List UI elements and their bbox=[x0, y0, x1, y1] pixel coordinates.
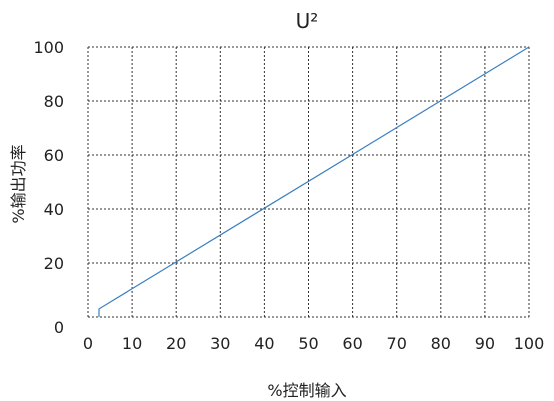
grid bbox=[87, 46, 530, 318]
x-tick-labels: 0 10 20 30 40 50 60 70 80 90 100 bbox=[83, 334, 544, 353]
x-tick-label: 20 bbox=[166, 334, 186, 353]
x-axis-label: %控制输入 bbox=[267, 381, 346, 400]
y-tick-label: 100 bbox=[33, 38, 64, 57]
x-tick-label: 40 bbox=[254, 334, 274, 353]
y-tick-label: 60 bbox=[44, 146, 64, 165]
chart-title: U² bbox=[296, 9, 319, 33]
y-tick-label: 0 bbox=[54, 318, 64, 337]
x-tick-label: 60 bbox=[342, 334, 362, 353]
y-tick-label: 40 bbox=[44, 200, 64, 219]
series-line bbox=[98, 46, 530, 317]
x-tick-label: 100 bbox=[514, 334, 545, 353]
x-tick-label: 50 bbox=[298, 334, 318, 353]
x-tick-label: 80 bbox=[431, 334, 451, 353]
x-tick-label: 70 bbox=[387, 334, 407, 353]
series-layer bbox=[98, 46, 530, 317]
x-tick-label: 0 bbox=[83, 334, 93, 353]
x-tick-label: 90 bbox=[475, 334, 495, 353]
x-tick-label: 10 bbox=[122, 334, 142, 353]
y-tick-label: 20 bbox=[44, 254, 64, 273]
x-tick-label: 30 bbox=[210, 334, 230, 353]
y-axis-label: %输出功率 bbox=[9, 144, 28, 223]
y-tick-labels: 0 20 40 60 80 100 bbox=[33, 38, 64, 337]
y-tick-label: 80 bbox=[44, 92, 64, 111]
